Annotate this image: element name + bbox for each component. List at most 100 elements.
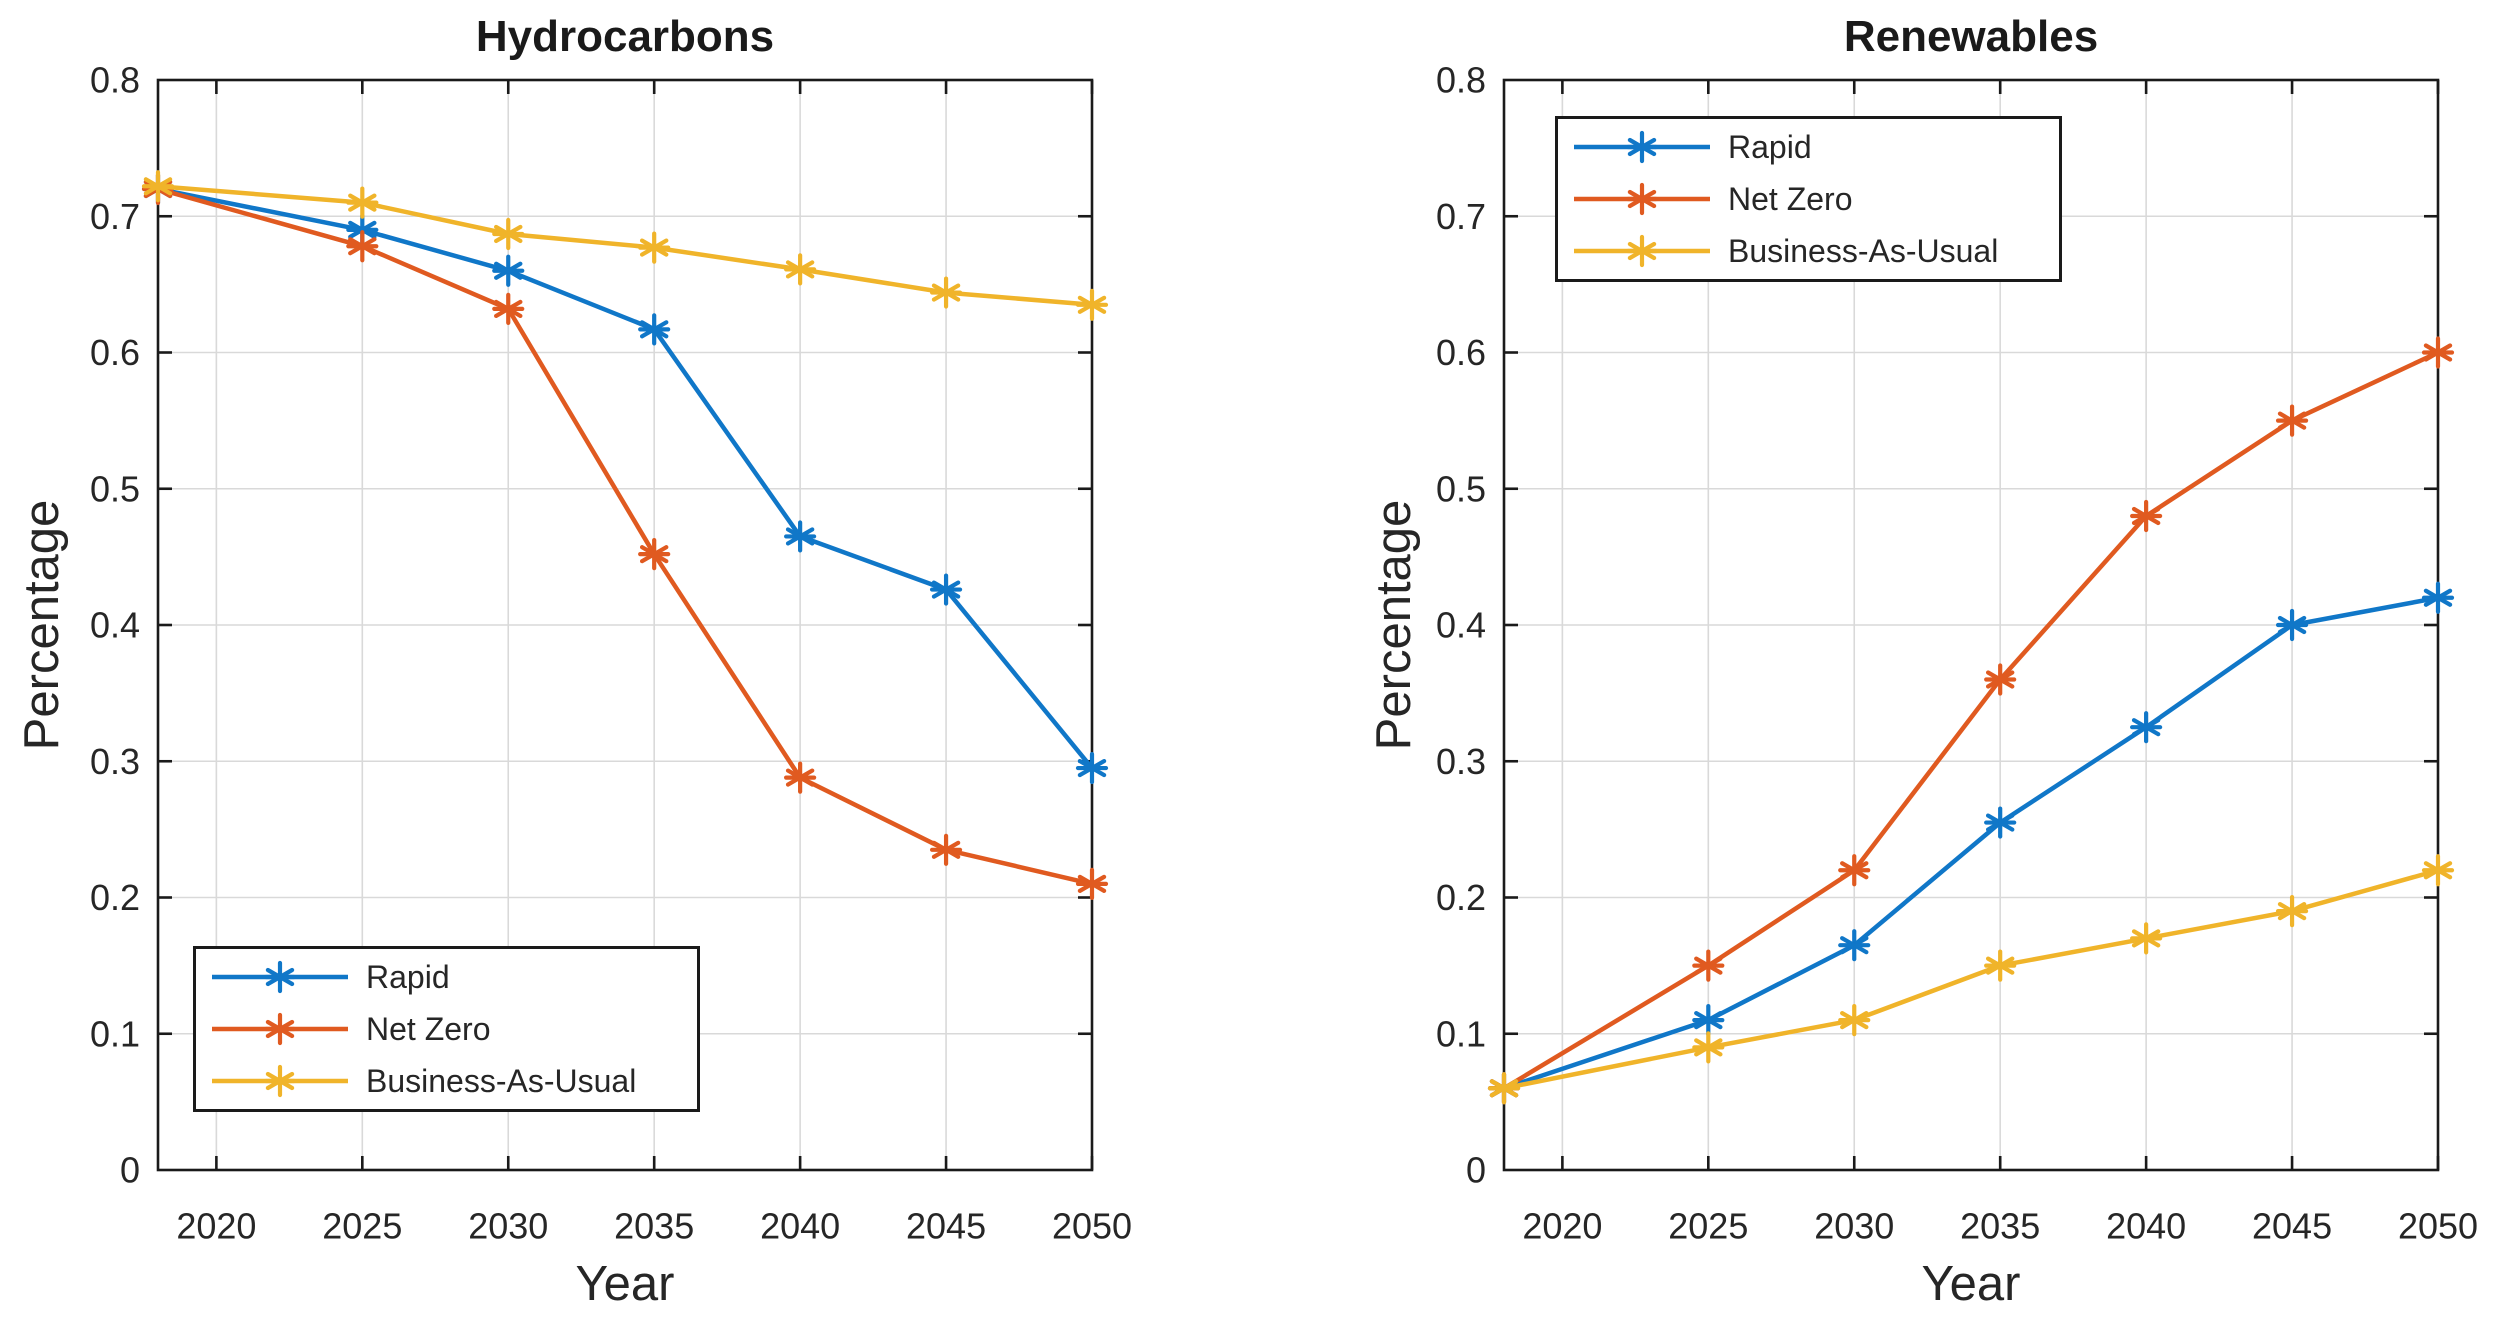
x-tick-label: 2050 (2398, 1206, 2478, 1247)
x-tick-label: 2035 (1960, 1206, 2040, 1247)
data-point-marker (1984, 806, 2017, 839)
legend-line-sample (1574, 234, 1710, 268)
data-point-marker (638, 538, 671, 571)
y-tick-label: 0.6 (1436, 332, 1486, 373)
data-point-marker (1984, 663, 2017, 696)
y-tick-label: 0.7 (90, 196, 140, 237)
y-tick-label: 0.2 (1436, 877, 1486, 918)
y-tick-label: 0.1 (1436, 1013, 1486, 1054)
y-tick-label: 0.8 (1436, 60, 1486, 101)
legend-label: Net Zero (1728, 180, 1853, 217)
data-point-marker (784, 520, 817, 553)
legend-item-net-zero: Net Zero (196, 1003, 697, 1055)
legend-renewables: Rapid Net Zero Business-As-Usual (1555, 116, 2062, 282)
data-point-marker (2275, 608, 2309, 642)
y-tick-label: 0.3 (90, 741, 140, 782)
data-point-marker (2421, 581, 2455, 614)
legend-item-business-as-usual: Business-As-Usual (196, 1055, 697, 1107)
data-point-marker (1692, 949, 1725, 982)
legend-sample-marker (1625, 130, 1659, 164)
legend-line-sample (1574, 130, 1710, 164)
data-point-marker (1838, 929, 1871, 962)
y-tick-label: 0.6 (90, 332, 140, 373)
data-point-marker (346, 230, 379, 263)
data-point-marker (1838, 1004, 1871, 1037)
legend-sample-marker (263, 1012, 297, 1046)
x-tick-label: 2025 (1668, 1206, 1748, 1247)
y-tick-label: 0.8 (90, 60, 140, 101)
y-tick-label: 0.7 (1436, 196, 1486, 237)
x-tick-label: 2020 (1522, 1206, 1602, 1247)
data-point-marker (784, 761, 817, 794)
data-point-marker (346, 186, 379, 219)
data-point-marker (2421, 854, 2455, 887)
y-tick-label: 0.5 (1436, 468, 1486, 509)
x-tick-label: 2050 (1052, 1206, 1132, 1247)
y-tick-label: 0.4 (90, 605, 140, 646)
x-tick-label: 2040 (760, 1206, 840, 1247)
x-tick-label: 2025 (322, 1206, 402, 1247)
data-point-marker (929, 276, 963, 309)
legend-sample-marker (1625, 182, 1659, 216)
x-tick-label: 2045 (906, 1206, 986, 1247)
legend-line-sample (212, 960, 348, 994)
x-tick-label: 2045 (2252, 1206, 2332, 1247)
series-line-rapid (1503, 595, 2439, 1091)
data-point-marker (2130, 922, 2163, 955)
series-line-business-as-usual (1503, 868, 2439, 1091)
legend-sample-marker (263, 1064, 297, 1098)
y-tick-label: 0.5 (90, 468, 140, 509)
data-point-marker (1075, 867, 1109, 900)
legend-item-business-as-usual: Business-As-Usual (1558, 225, 2059, 277)
data-point-marker (2421, 336, 2455, 369)
legend-line-sample (212, 1064, 348, 1098)
legend-sample-marker (263, 960, 297, 994)
chart-title-hydrocarbons: Hydrocarbons (475, 12, 775, 61)
x-tick-label: 2020 (176, 1206, 256, 1247)
x-axis-label: Year (1921, 1257, 2021, 1311)
y-tick-label: 0.1 (90, 1013, 140, 1054)
legend-label: Rapid (366, 958, 450, 995)
y-tick-label: 0.4 (1436, 605, 1486, 646)
y-tick-label: 0.2 (90, 877, 140, 918)
legend-label: Business-As-Usual (1728, 232, 1999, 269)
data-point-marker (492, 292, 525, 325)
chart-title-renewables: Renewables (1843, 12, 2099, 61)
data-point-marker (638, 313, 671, 346)
data-point-marker (2130, 499, 2163, 533)
data-point-marker (1692, 1031, 1725, 1064)
data-point-marker (2275, 895, 2309, 928)
x-tick-label: 2035 (614, 1206, 694, 1247)
legend-item-rapid: Rapid (1558, 121, 2059, 173)
data-point-marker (784, 253, 817, 286)
data-point-marker (1692, 1004, 1725, 1037)
legend-label: Rapid (1728, 128, 1812, 165)
data-point-marker (2275, 404, 2309, 437)
legend-line-sample (1574, 182, 1710, 216)
data-point-marker (2130, 711, 2163, 744)
data-point-marker (929, 833, 963, 866)
legend-item-rapid: Rapid (196, 951, 697, 1003)
legend-label: Net Zero (366, 1010, 491, 1047)
x-tick-label: 2030 (1814, 1206, 1894, 1247)
x-axis-label: Year (575, 1257, 675, 1311)
legend-sample-marker (1625, 234, 1659, 268)
y-tick-label: 0 (1466, 1150, 1486, 1191)
legend-label: Business-As-Usual (366, 1062, 637, 1099)
x-tick-label: 2040 (2106, 1206, 2186, 1247)
y-tick-label: 0.3 (1436, 741, 1486, 782)
x-tick-label: 2030 (468, 1206, 548, 1247)
data-point-marker (1075, 751, 1109, 785)
legend-line-sample (212, 1012, 348, 1046)
y-tick-label: 0 (120, 1150, 140, 1191)
data-point-marker (141, 170, 175, 203)
legend-hydrocarbons: Rapid Net Zero Business-As-Usual (193, 946, 700, 1112)
data-point-marker (1838, 854, 1871, 887)
data-point-marker (346, 213, 379, 246)
data-point-marker (1487, 1072, 1521, 1105)
data-point-marker (1075, 288, 1109, 321)
data-point-marker (929, 573, 963, 606)
data-point-marker (638, 231, 671, 264)
